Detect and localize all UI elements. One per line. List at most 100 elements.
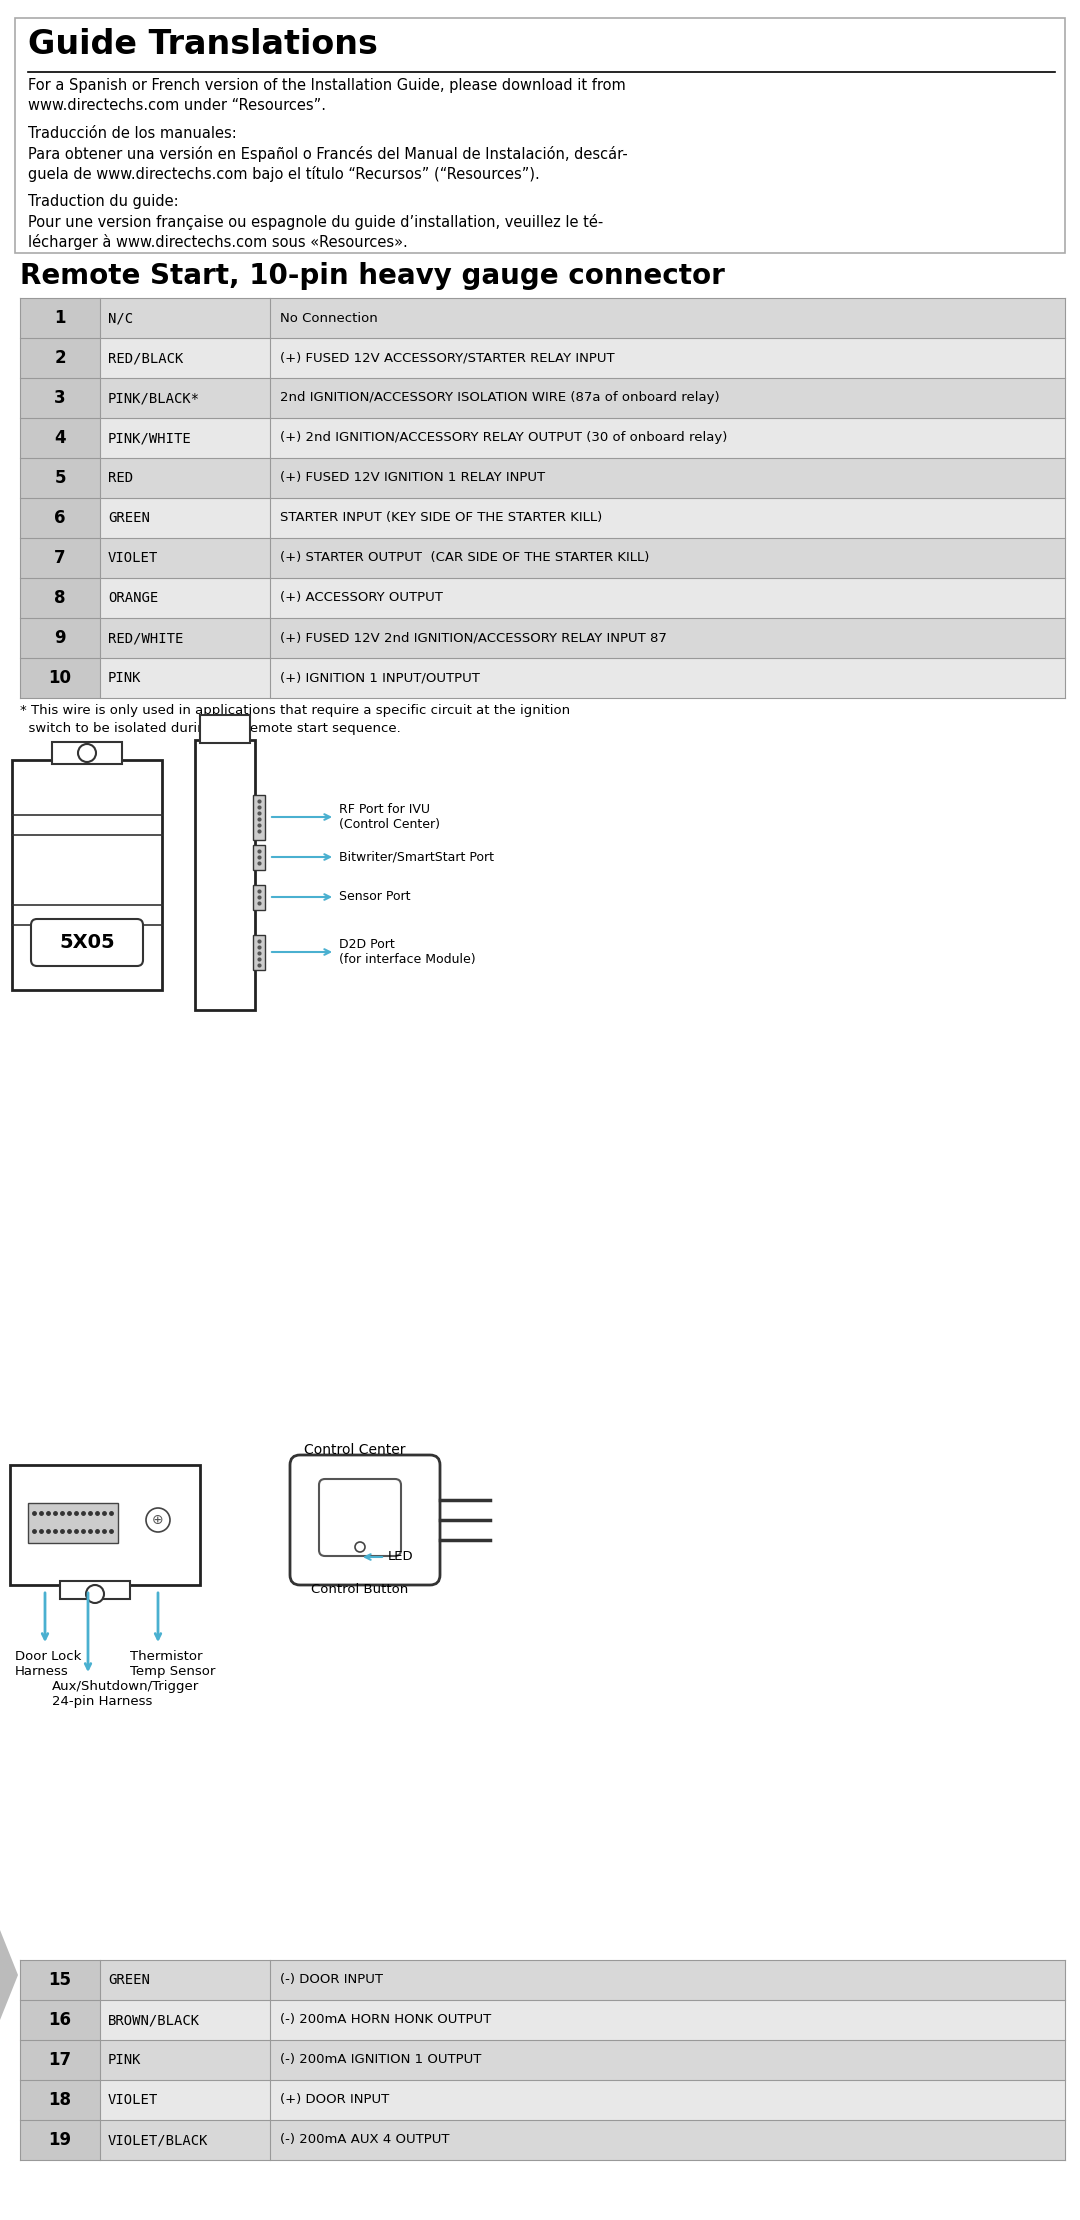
Bar: [100, 2120, 270, 2160]
Text: guela de www.directechs.com bajo el título “Recursos” (“Resources”).: guela de www.directechs.com bajo el títu…: [28, 166, 540, 182]
Bar: [270, 2040, 1065, 2080]
Text: For a Spanish or French version of the Installation Guide, please download it fr: For a Spanish or French version of the I…: [28, 78, 625, 93]
Bar: [28, 1503, 118, 1543]
Bar: [100, 617, 270, 657]
Text: (+) FUSED 12V ACCESSORY/STARTER RELAY INPUT: (+) FUSED 12V ACCESSORY/STARTER RELAY IN…: [280, 351, 615, 364]
Text: (+) STARTER OUTPUT  (CAR SIDE OF THE STARTER KILL): (+) STARTER OUTPUT (CAR SIDE OF THE STAR…: [280, 551, 649, 564]
Bar: [253, 935, 265, 970]
Bar: [270, 617, 1065, 657]
Bar: [100, 2040, 270, 2080]
FancyBboxPatch shape: [291, 1454, 440, 1585]
Bar: [200, 715, 249, 744]
Bar: [270, 537, 1065, 577]
Text: Traduction du guide:: Traduction du guide:: [28, 193, 178, 209]
Bar: [270, 457, 1065, 497]
Text: Traducción de los manuales:: Traducción de los manuales:: [28, 127, 237, 142]
Bar: [21, 417, 100, 457]
Bar: [270, 577, 1065, 617]
Text: PINK/WHITE: PINK/WHITE: [108, 431, 192, 444]
Bar: [100, 577, 270, 617]
Bar: [100, 537, 270, 577]
Text: (+) FUSED 12V 2nd IGNITION/ACCESSORY RELAY INPUT 87: (+) FUSED 12V 2nd IGNITION/ACCESSORY REL…: [280, 630, 666, 644]
Bar: [270, 2080, 1065, 2120]
Bar: [21, 657, 100, 697]
Text: VIOLET: VIOLET: [108, 2093, 159, 2107]
Text: 18: 18: [49, 2091, 71, 2109]
Text: VIOLET/BLACK: VIOLET/BLACK: [108, 2133, 208, 2147]
Text: (+) 2nd IGNITION/ACCESSORY RELAY OUTPUT (30 of onboard relay): (+) 2nd IGNITION/ACCESSORY RELAY OUTPUT …: [280, 431, 727, 444]
Bar: [270, 2120, 1065, 2160]
Bar: [21, 2040, 100, 2080]
Bar: [21, 457, 100, 497]
Text: 5X05: 5X05: [59, 932, 114, 952]
Text: GREEN: GREEN: [108, 1974, 150, 1987]
Bar: [253, 795, 265, 839]
Text: 15: 15: [49, 1971, 71, 1989]
Text: (-) 200mA IGNITION 1 OUTPUT: (-) 200mA IGNITION 1 OUTPUT: [280, 2054, 482, 2067]
Text: PINK: PINK: [108, 670, 141, 686]
Bar: [100, 2000, 270, 2040]
Bar: [60, 1581, 130, 1598]
Text: LED: LED: [388, 1550, 414, 1563]
Circle shape: [78, 744, 96, 761]
Text: Para obtener una versión en Español o Francés del Manual de Instalación, descár-: Para obtener una versión en Español o Fr…: [28, 147, 627, 162]
Text: Pour une version française ou espagnole du guide d’installation, veuillez le té-: Pour une version française ou espagnole …: [28, 213, 604, 231]
Text: 9: 9: [54, 628, 66, 646]
Text: VIOLET: VIOLET: [108, 551, 159, 566]
Text: D2D Port
(for interface Module): D2D Port (for interface Module): [339, 939, 475, 966]
Text: (-) DOOR INPUT: (-) DOOR INPUT: [280, 1974, 383, 1987]
Text: 6: 6: [54, 508, 66, 526]
Text: Door Lock
Harness: Door Lock Harness: [15, 1649, 81, 1678]
Text: * This wire is only used in applications that require a specific circuit at the : * This wire is only used in applications…: [21, 704, 570, 717]
Bar: [21, 497, 100, 537]
Bar: [21, 377, 100, 417]
Text: switch to be isolated during the remote start sequence.: switch to be isolated during the remote …: [21, 722, 401, 735]
Bar: [10, 1465, 200, 1585]
Text: 2: 2: [54, 349, 66, 366]
Text: www.directechs.com under “Resources”.: www.directechs.com under “Resources”.: [28, 98, 326, 113]
Bar: [15, 18, 1065, 253]
Text: RED/BLACK: RED/BLACK: [108, 351, 184, 364]
Text: (+) IGNITION 1 INPUT/OUTPUT: (+) IGNITION 1 INPUT/OUTPUT: [280, 670, 480, 684]
Text: 10: 10: [49, 668, 71, 686]
Bar: [21, 577, 100, 617]
Bar: [270, 1960, 1065, 2000]
Text: ⊕: ⊕: [152, 1514, 164, 1527]
Text: 16: 16: [49, 2011, 71, 2029]
Text: 4: 4: [54, 428, 66, 446]
Bar: [52, 741, 122, 764]
Text: (+) FUSED 12V IGNITION 1 RELAY INPUT: (+) FUSED 12V IGNITION 1 RELAY INPUT: [280, 471, 545, 484]
Text: 7: 7: [54, 548, 66, 566]
Text: lécharger à www.directechs.com sous «Resources».: lécharger à www.directechs.com sous «Res…: [28, 233, 408, 251]
Text: Control Center: Control Center: [305, 1443, 406, 1456]
Text: PINK: PINK: [108, 2054, 141, 2067]
Text: PINK/BLACK*: PINK/BLACK*: [108, 391, 200, 404]
Circle shape: [86, 1585, 104, 1603]
Text: GREEN: GREEN: [108, 511, 150, 524]
Bar: [270, 497, 1065, 537]
Text: 3: 3: [54, 388, 66, 406]
Polygon shape: [0, 1929, 18, 2020]
Bar: [253, 886, 265, 910]
Text: 8: 8: [54, 588, 66, 606]
Circle shape: [146, 1507, 170, 1532]
Bar: [21, 617, 100, 657]
Bar: [21, 2000, 100, 2040]
Text: N/C: N/C: [108, 311, 133, 324]
Bar: [21, 537, 100, 577]
FancyBboxPatch shape: [319, 1479, 401, 1556]
Bar: [21, 297, 100, 337]
Text: Control Button: Control Button: [311, 1583, 408, 1596]
Text: BROWN/BLACK: BROWN/BLACK: [108, 2014, 200, 2027]
Bar: [100, 457, 270, 497]
Text: No Connection: No Connection: [280, 311, 378, 324]
Text: ORANGE: ORANGE: [108, 591, 159, 606]
Text: (-) 200mA AUX 4 OUTPUT: (-) 200mA AUX 4 OUTPUT: [280, 2133, 449, 2147]
Text: RED: RED: [108, 471, 133, 484]
Bar: [100, 1960, 270, 2000]
Bar: [12, 759, 162, 990]
Text: Guide Translations: Guide Translations: [28, 29, 378, 60]
Text: Remote Start, 10-pin heavy gauge connector: Remote Start, 10-pin heavy gauge connect…: [21, 262, 725, 291]
Text: STARTER INPUT (KEY SIDE OF THE STARTER KILL): STARTER INPUT (KEY SIDE OF THE STARTER K…: [280, 511, 603, 524]
Text: Sensor Port: Sensor Port: [339, 890, 410, 904]
